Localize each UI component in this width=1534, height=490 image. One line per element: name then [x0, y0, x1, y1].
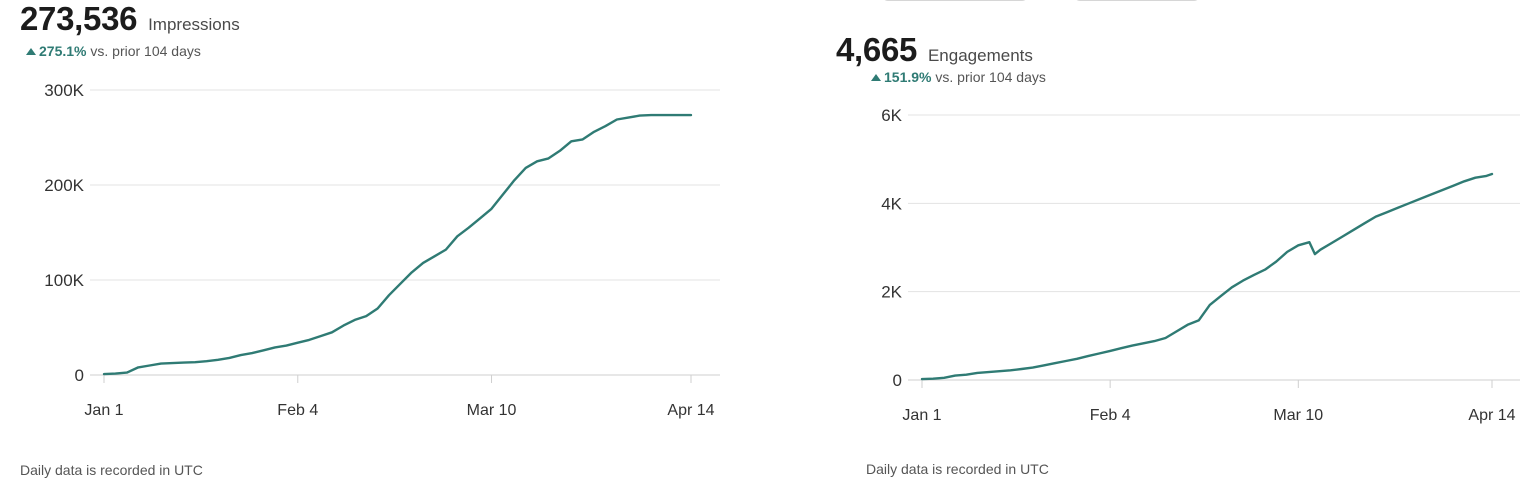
- y-tick-label: 100K: [44, 271, 84, 290]
- y-tick-label: 6K: [881, 106, 902, 125]
- x-tick-label: Feb 4: [1090, 407, 1131, 424]
- impressions-line-chart: 0 100K 200K 300K Jan 1 Feb 4 Mar 10 Apr 14: [44, 81, 720, 419]
- tab-pill-right[interactable]: [1074, 0, 1200, 1]
- series-line: [920, 172, 1494, 381]
- y-tick-label: 200K: [44, 176, 84, 195]
- impressions-change-suffix: vs. prior 104 days: [90, 43, 201, 59]
- x-tick-label: Jan 1: [84, 402, 123, 419]
- impressions-change: 275.1% vs. prior 104 days: [26, 44, 201, 58]
- y-tick-label: 0: [75, 366, 84, 385]
- engagements-change-suffix: vs. prior 104 days: [935, 69, 1046, 85]
- impressions-change-value: 275.1%: [39, 43, 87, 59]
- x-tick-label: Apr 14: [1468, 407, 1515, 424]
- engagements-line-chart: 0 2K 4K 6K Jan 1 Feb 4 Mar 10 Apr 14: [881, 106, 1520, 424]
- x-tick-label: Mar 10: [1273, 407, 1323, 424]
- x-tick-label: Feb 4: [277, 402, 318, 419]
- up-arrow-icon: [871, 74, 881, 81]
- impressions-footnote: Daily data is recorded in UTC: [20, 462, 203, 478]
- engagements-label: Engagements: [927, 46, 1033, 65]
- y-tick-label: 2K: [881, 283, 902, 302]
- impressions-total: 273,536 Impressions: [20, 2, 240, 35]
- engagements-panel: 4,665 Engagements 151.9% vs. prior 104 d…: [820, 0, 1534, 490]
- engagements-total: 4,665 Engagements: [836, 33, 1033, 66]
- series-line: [102, 113, 693, 376]
- impressions-panel: 273,536 Impressions 275.1% vs. prior 104…: [0, 0, 760, 490]
- engagements-change: 151.9% vs. prior 104 days: [871, 70, 1046, 84]
- impressions-total-value: 273,536: [20, 0, 138, 37]
- engagements-footnote: Daily data is recorded in UTC: [866, 461, 1049, 477]
- y-tick-label: 0: [893, 371, 902, 390]
- engagements-change-value: 151.9%: [884, 69, 932, 85]
- y-tick-label: 300K: [44, 81, 84, 100]
- x-tick-label: Apr 14: [667, 402, 714, 419]
- engagements-total-value: 4,665: [836, 31, 918, 68]
- y-tick-label: 4K: [881, 194, 902, 213]
- impressions-label: Impressions: [148, 15, 240, 34]
- x-tick-label: Mar 10: [467, 402, 517, 419]
- x-tick-label: Jan 1: [902, 407, 941, 424]
- tab-pill-left[interactable]: [882, 0, 1028, 1]
- up-arrow-icon: [26, 48, 36, 55]
